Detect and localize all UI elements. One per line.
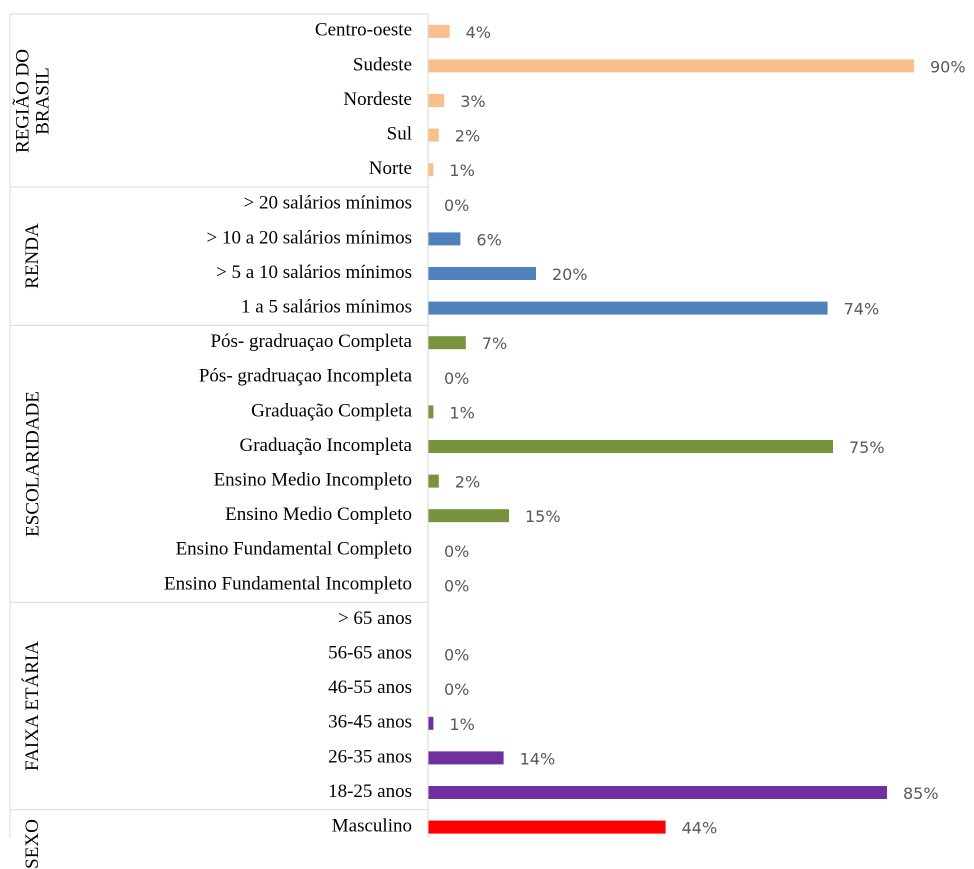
bar xyxy=(428,405,434,419)
category-label: 1 a 5 salários mínimos xyxy=(241,296,412,317)
category-label: Graduação Completa xyxy=(251,400,412,421)
category-label: Nordeste xyxy=(343,89,412,110)
value-label: 1% xyxy=(449,403,474,422)
value-label: 75% xyxy=(849,438,885,457)
value-label: 6% xyxy=(476,230,501,249)
bar xyxy=(428,163,434,177)
category-label: > 65 anos xyxy=(338,608,412,629)
category-label: Centro-oeste xyxy=(315,20,412,41)
value-label: 0% xyxy=(444,542,469,561)
value-label: 74% xyxy=(844,300,880,319)
value-label: 20% xyxy=(552,265,588,284)
value-label: 85% xyxy=(903,784,939,803)
bar xyxy=(428,440,833,453)
value-label: 2% xyxy=(455,473,480,492)
value-label: 4% xyxy=(466,23,491,42)
category-label: 26-35 anos xyxy=(328,746,412,767)
category-label: Ensino Medio Completo xyxy=(225,504,412,525)
category-label: Norte xyxy=(369,158,412,179)
category-label: 46-55 anos xyxy=(328,677,412,698)
category-label: > 20 salários mínimos xyxy=(243,193,412,214)
value-label: 0% xyxy=(444,576,469,595)
category-label: 56-65 anos xyxy=(328,642,412,663)
value-label: 2% xyxy=(455,127,480,146)
bar xyxy=(428,509,509,523)
category-label: 36-45 anos xyxy=(328,712,412,733)
category-label: > 5 a 10 salários mínimos xyxy=(216,262,412,283)
value-label: 7% xyxy=(482,334,507,353)
bar xyxy=(428,820,666,834)
bar xyxy=(428,232,461,246)
category-label: Sudeste xyxy=(353,54,412,75)
value-label: 3% xyxy=(460,92,485,111)
chart: Centro-oeste 4% Sudeste 90% Nordeste 3% Sul 2% N… xyxy=(9,13,966,838)
value-label: 0% xyxy=(444,196,469,215)
group-label: ESCOLARIDADE xyxy=(22,390,44,537)
category-label: Pós- gradruaçao Incompleta xyxy=(199,366,413,387)
value-label: 0% xyxy=(444,369,469,388)
value-label: 0% xyxy=(444,646,469,665)
bar xyxy=(428,336,466,350)
bar xyxy=(428,59,914,73)
category-label: Sul xyxy=(387,123,412,144)
category-label: Masculino xyxy=(332,815,412,836)
bar xyxy=(428,94,445,107)
value-label: 14% xyxy=(520,749,556,768)
bar xyxy=(428,474,439,488)
category-label: Graduação Incompleta xyxy=(240,435,413,456)
value-label: 0% xyxy=(444,680,469,699)
category-label: > 10 a 20 salários mínimos xyxy=(207,227,412,248)
group-label: RENDA xyxy=(22,223,44,289)
category-label: Pós- gradruaçao Completa xyxy=(210,331,412,352)
group-label: REGIÃO DO BRASIL xyxy=(12,48,53,153)
bar xyxy=(428,751,504,765)
category-label: Ensino Medio Incompleto xyxy=(214,469,412,490)
bar xyxy=(428,128,439,142)
bar xyxy=(428,301,828,315)
page: {"chart_data": {"type": "bar", "orientat… xyxy=(9,13,966,869)
category-label: 18-25 anos xyxy=(328,781,412,802)
group-label: SEXO xyxy=(22,819,43,869)
group-label: FAIXA ETÁRIA xyxy=(22,641,43,772)
bar xyxy=(428,786,887,799)
value-label: 15% xyxy=(525,507,561,526)
value-label: 1% xyxy=(449,715,474,734)
category-label: Ensino Fundamental Completo xyxy=(176,539,412,560)
value-label: 1% xyxy=(449,161,474,180)
bar xyxy=(428,24,450,38)
bar xyxy=(428,267,536,280)
bar xyxy=(428,716,434,730)
value-label: 90% xyxy=(930,57,966,76)
value-label: 44% xyxy=(682,819,718,838)
category-label: Ensino Fundamental Incompleto xyxy=(164,573,412,594)
